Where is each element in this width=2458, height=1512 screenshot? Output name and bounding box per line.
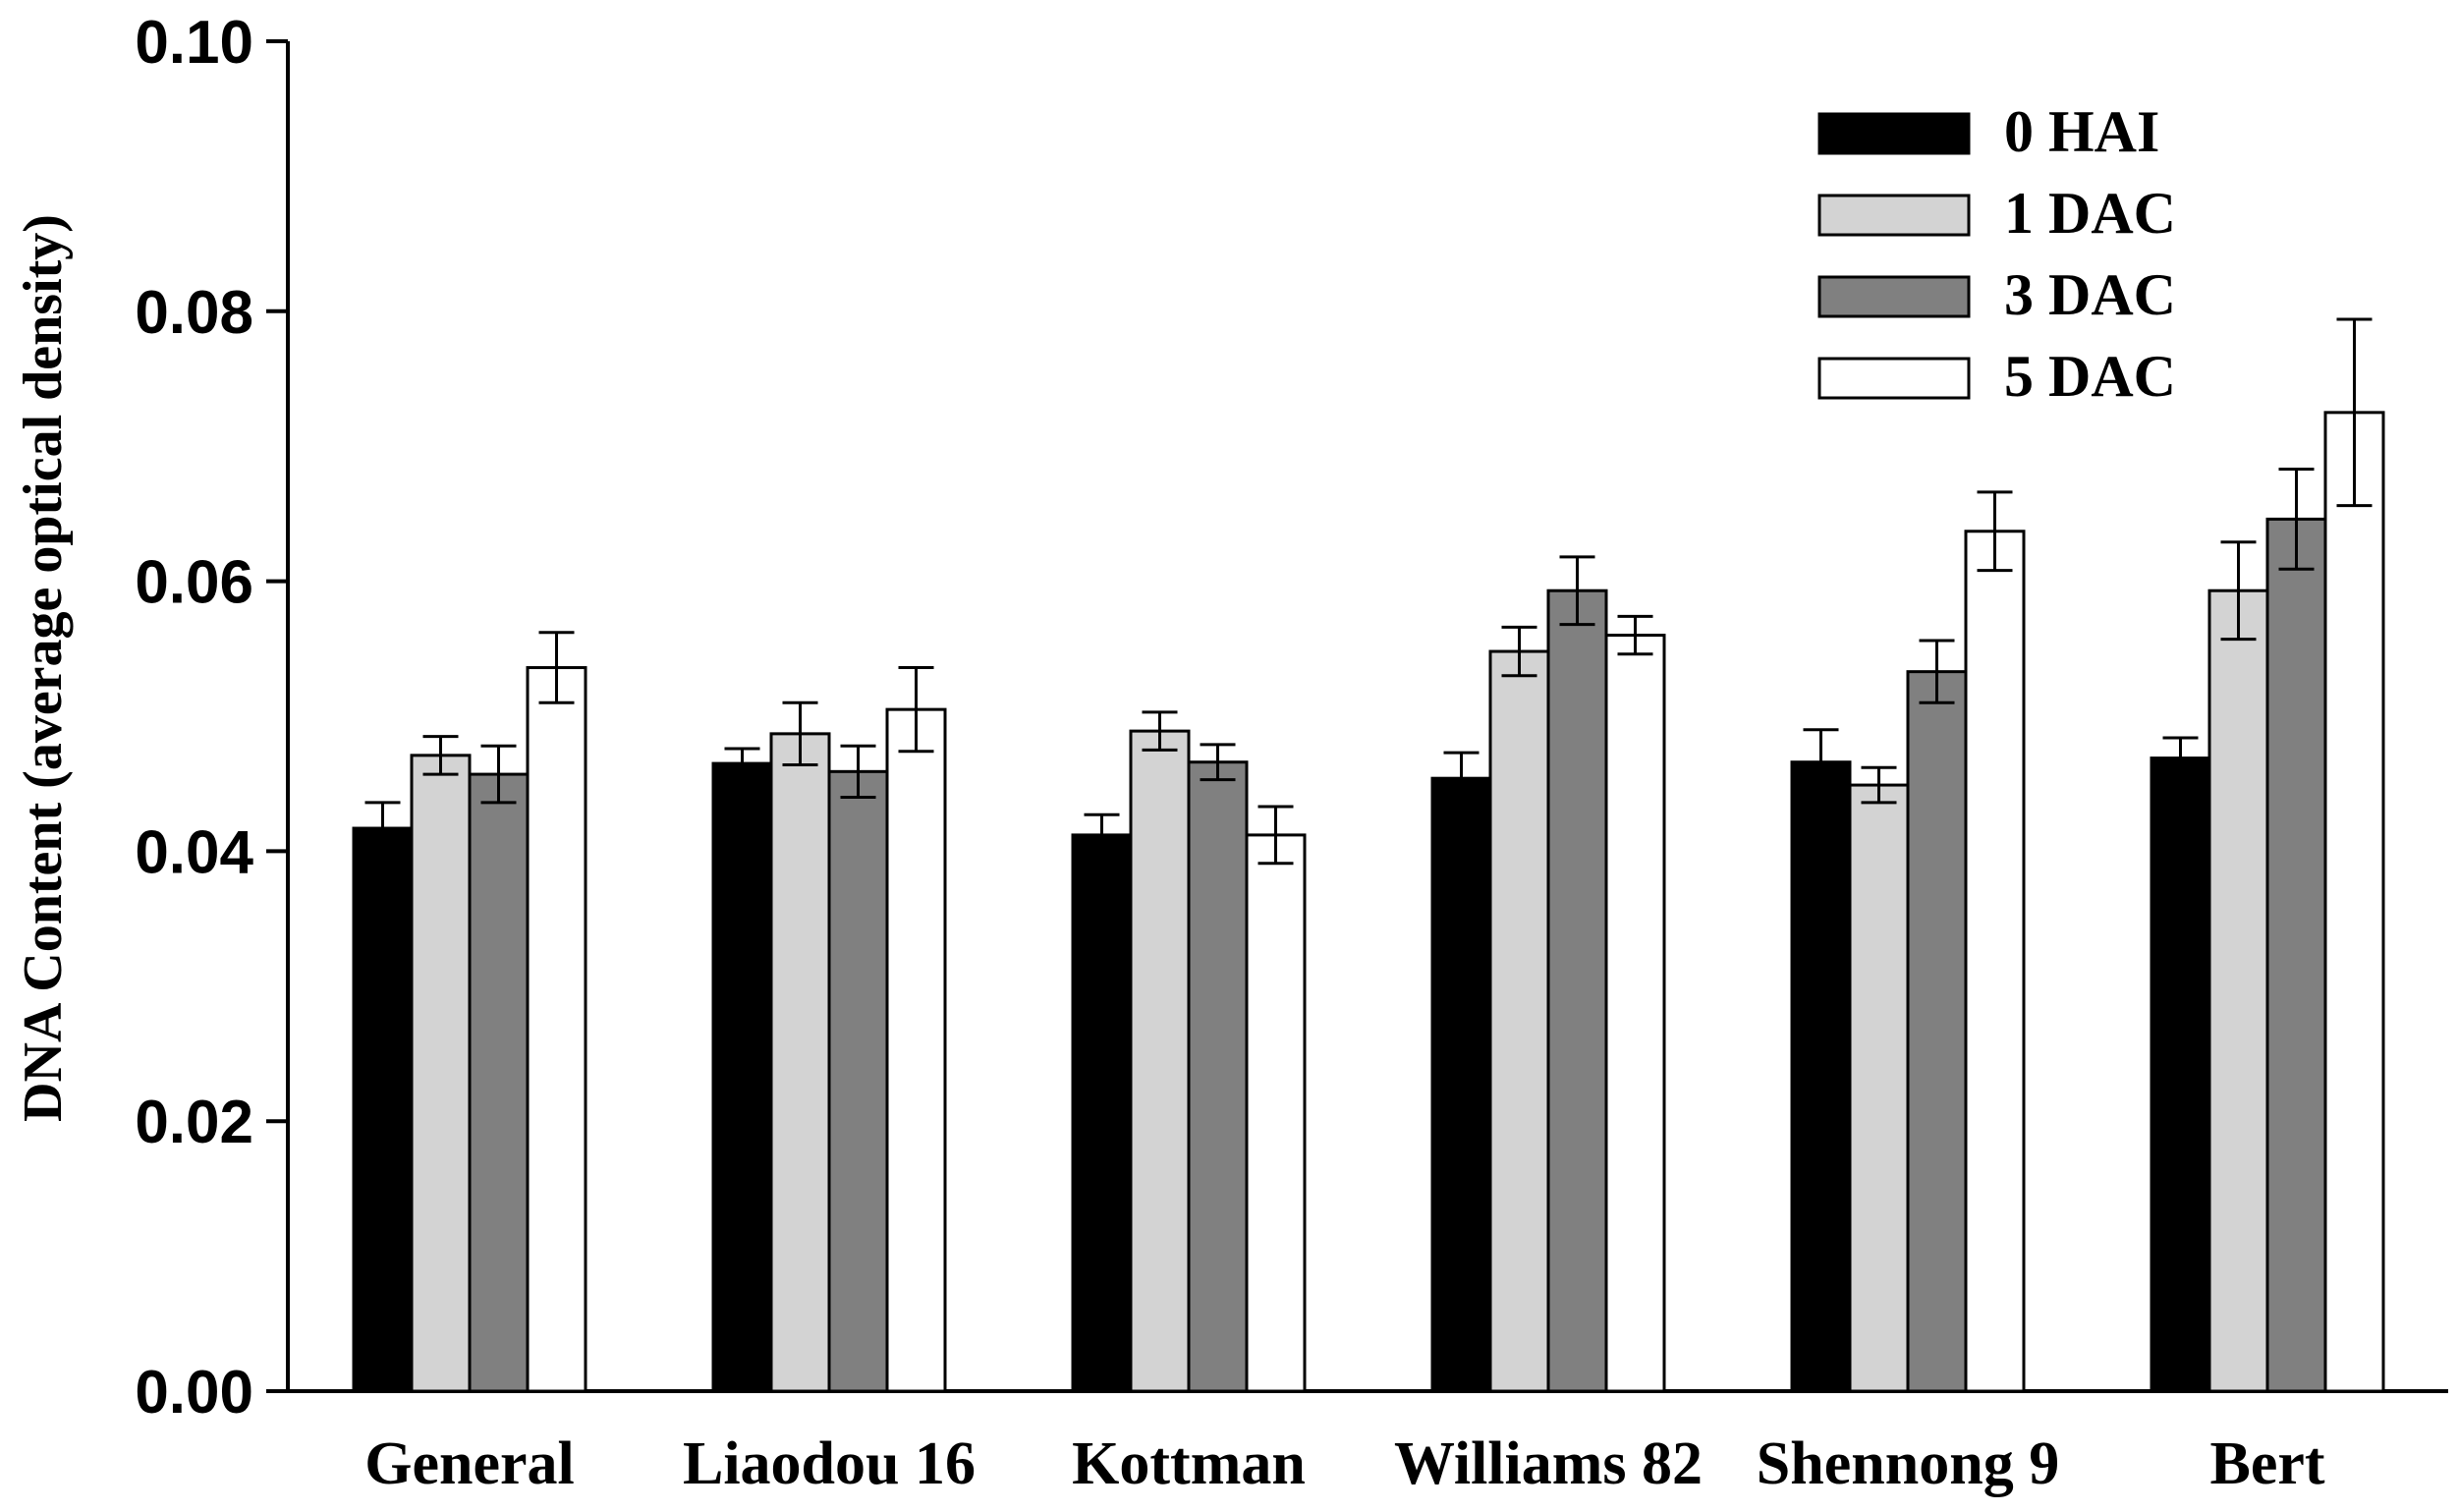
bar: [1129, 729, 1191, 1393]
legend: 0 HAI 1 DAC 3 DAC 5 DAC: [1817, 99, 2176, 409]
bar: [1488, 649, 1550, 1393]
legend-swatch: [1817, 275, 1971, 318]
bar: [2207, 588, 2269, 1393]
y-tick-label: 0.10: [135, 9, 253, 77]
bar: [1245, 833, 1307, 1393]
y-tick-label: 0.04: [135, 818, 253, 886]
x-category-label: Liaodou 16: [683, 1430, 976, 1497]
y-tick-label: 0.00: [135, 1359, 253, 1427]
bar: [1546, 588, 1608, 1393]
legend-label: 0 HAI: [2004, 99, 2159, 164]
y-axis-title: DNA Content (average optical density): [13, 214, 74, 1122]
bar: [1790, 760, 1852, 1393]
x-category-label: Bert: [2209, 1430, 2324, 1497]
bar: [1964, 530, 2026, 1393]
y-tick-label: 0.06: [135, 549, 253, 617]
legend-swatch: [1817, 194, 1971, 237]
bar: [1187, 760, 1249, 1393]
bar: [2265, 517, 2327, 1393]
y-tick-label: 0.02: [135, 1089, 253, 1156]
legend-label: 3 DAC: [2004, 262, 2176, 327]
bar: [352, 826, 414, 1393]
x-category-label: Kottman: [1072, 1430, 1306, 1497]
bar: [1848, 783, 1910, 1393]
bar: [769, 732, 831, 1393]
bar: [410, 754, 472, 1393]
y-tick-label: 0.08: [135, 279, 253, 347]
legend-swatch: [1817, 112, 1971, 155]
legend-swatch: [1817, 357, 1971, 400]
x-category-label: General: [364, 1430, 575, 1497]
bar: [1071, 833, 1133, 1393]
x-category-label: Shennong 9: [1757, 1430, 2059, 1497]
bar: [1604, 634, 1666, 1393]
bar: [827, 769, 889, 1393]
x-category-label: Williams 82: [1394, 1430, 1703, 1497]
plot-area: 0.00 0.02 0.04 0.06 0.08 0.10 General Liaodou 1…: [135, 9, 2448, 1497]
legend-label: 1 DAC: [2004, 181, 2176, 246]
bar: [2150, 756, 2211, 1393]
bar: [1906, 670, 1968, 1393]
bar: [1430, 776, 1492, 1393]
bar: [468, 772, 530, 1393]
legend-label: 5 DAC: [2004, 344, 2176, 409]
bar: [2323, 411, 2385, 1393]
bar: [885, 707, 947, 1393]
bar: [711, 761, 773, 1393]
bar: [526, 666, 587, 1393]
